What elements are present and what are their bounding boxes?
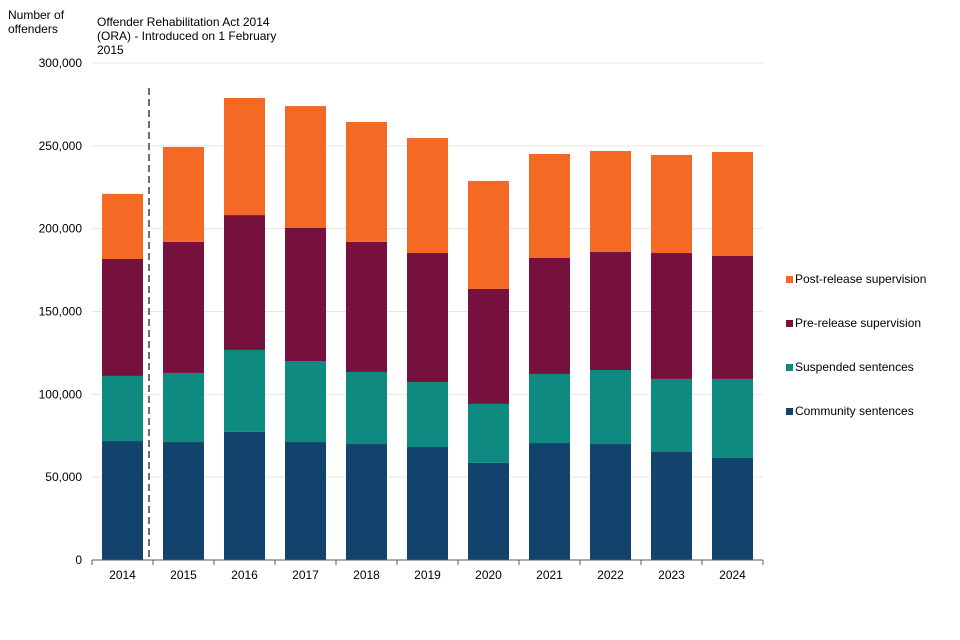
bar-segment-community-sentences-2019 — [407, 447, 448, 560]
x-tick-label: 2015 — [170, 568, 197, 582]
bar-segment-community-sentences-2024 — [712, 457, 753, 560]
bar-segment-suspended-sentences-2018 — [346, 371, 387, 445]
legend-swatch — [786, 275, 793, 283]
bar-segment-post-release-supervision-2024 — [712, 151, 753, 257]
bar-segment-post-release-supervision-2019 — [407, 138, 448, 254]
bar-segment-post-release-supervision-2022 — [590, 150, 631, 253]
bar-segment-community-sentences-2020 — [468, 462, 509, 560]
bar-segment-pre-release-supervision-2019 — [407, 253, 448, 383]
bar-segment-pre-release-supervision-2023 — [651, 253, 692, 379]
bar-segment-community-sentences-2015 — [163, 442, 204, 560]
bar-segment-post-release-supervision-2014 — [102, 193, 143, 259]
x-tick-label: 2018 — [353, 568, 380, 582]
legend-item-suspended-sentences: Suspended sentences — [786, 360, 914, 374]
x-tick-label: 2020 — [475, 568, 502, 582]
bar-segment-post-release-supervision-2018 — [346, 121, 387, 242]
x-tick-label: 2014 — [109, 568, 136, 582]
bar-segment-community-sentences-2016 — [224, 431, 265, 560]
y-tick-label: 0 — [75, 553, 82, 567]
bar-segment-community-sentences-2014 — [102, 441, 143, 560]
bars — [102, 97, 753, 560]
bar-segment-pre-release-supervision-2018 — [346, 241, 387, 372]
y-tick-labels: 0 50,000 100,000 150,000 200,000 250,000 300,0… — [39, 56, 83, 567]
bar-segment-post-release-supervision-2017 — [285, 106, 326, 229]
x-tick-label: 2016 — [231, 568, 258, 582]
y-axis-title: Number of offenders — [8, 8, 65, 36]
bar-segment-suspended-sentences-2016 — [224, 349, 265, 432]
legend-item-pre-release-supervision: Pre-release supervision — [786, 316, 921, 330]
bar-segment-post-release-supervision-2015 — [163, 146, 204, 242]
bar-segment-community-sentences-2022 — [590, 444, 631, 560]
y-tick-label: 300,000 — [39, 56, 83, 70]
legend-swatch — [786, 363, 793, 371]
bar-segment-post-release-supervision-2021 — [529, 153, 570, 258]
bar-segment-suspended-sentences-2022 — [590, 369, 631, 445]
y-tick-label: 50,000 — [45, 470, 82, 484]
y-tick-label: 100,000 — [39, 387, 83, 401]
x-tick-labels: 2014 2015 2016 2017 2018 2019 2020 2021 2022 2023… — [109, 568, 746, 582]
bar-segment-pre-release-supervision-2024 — [712, 256, 753, 379]
bar-segment-community-sentences-2021 — [529, 443, 570, 560]
ora-annotation: Offender Rehabilitation Act 2014 (ORA) -… — [97, 15, 277, 57]
x-tick-label: 2021 — [536, 568, 563, 582]
y-tick-label: 200,000 — [39, 222, 83, 236]
legend-label: Pre-release supervision — [795, 316, 922, 330]
bar-segment-suspended-sentences-2014 — [102, 375, 143, 442]
x-tick-label: 2022 — [597, 568, 624, 582]
legend-label: Post-release supervision — [795, 272, 927, 286]
legend-item-community-sentences: Community sentences — [786, 404, 914, 418]
bar-segment-pre-release-supervision-2016 — [224, 215, 265, 350]
bar-segment-suspended-sentences-2017 — [285, 361, 326, 443]
bar-segment-pre-release-supervision-2020 — [468, 288, 509, 404]
bar-segment-pre-release-supervision-2015 — [163, 241, 204, 373]
x-tick-label: 2024 — [719, 568, 746, 582]
bar-segment-post-release-supervision-2016 — [224, 97, 265, 216]
bar-segment-community-sentences-2017 — [285, 442, 326, 560]
bar-segment-pre-release-supervision-2014 — [102, 258, 143, 376]
x-tick-label: 2023 — [658, 568, 685, 582]
bar-segment-suspended-sentences-2015 — [163, 372, 204, 443]
x-axis — [91, 559, 764, 565]
bar-segment-post-release-supervision-2023 — [651, 154, 692, 254]
bar-segment-pre-release-supervision-2022 — [590, 252, 631, 370]
bar-segment-community-sentences-2023 — [651, 451, 692, 560]
legend-swatch — [786, 407, 793, 415]
y-tick-label: 250,000 — [39, 139, 83, 153]
bar-segment-community-sentences-2018 — [346, 444, 387, 560]
bar-segment-pre-release-supervision-2021 — [529, 257, 570, 374]
legend-swatch — [786, 319, 793, 327]
bar-segment-suspended-sentences-2021 — [529, 373, 570, 444]
legend-label: Community sentences — [795, 404, 914, 418]
bar-segment-suspended-sentences-2020 — [468, 403, 509, 463]
legend-item-post-release-supervision: Post-release supervision — [786, 272, 926, 286]
bar-segment-suspended-sentences-2019 — [407, 382, 448, 448]
bar-segment-suspended-sentences-2024 — [712, 378, 753, 458]
bar-segment-suspended-sentences-2023 — [651, 378, 692, 452]
x-tick-label: 2017 — [292, 568, 319, 582]
legend-label: Suspended sentences — [795, 360, 914, 374]
bar-segment-pre-release-supervision-2017 — [285, 228, 326, 362]
x-tick-label: 2019 — [414, 568, 441, 582]
y-tick-label: 150,000 — [39, 305, 83, 319]
bar-segment-post-release-supervision-2020 — [468, 180, 509, 289]
